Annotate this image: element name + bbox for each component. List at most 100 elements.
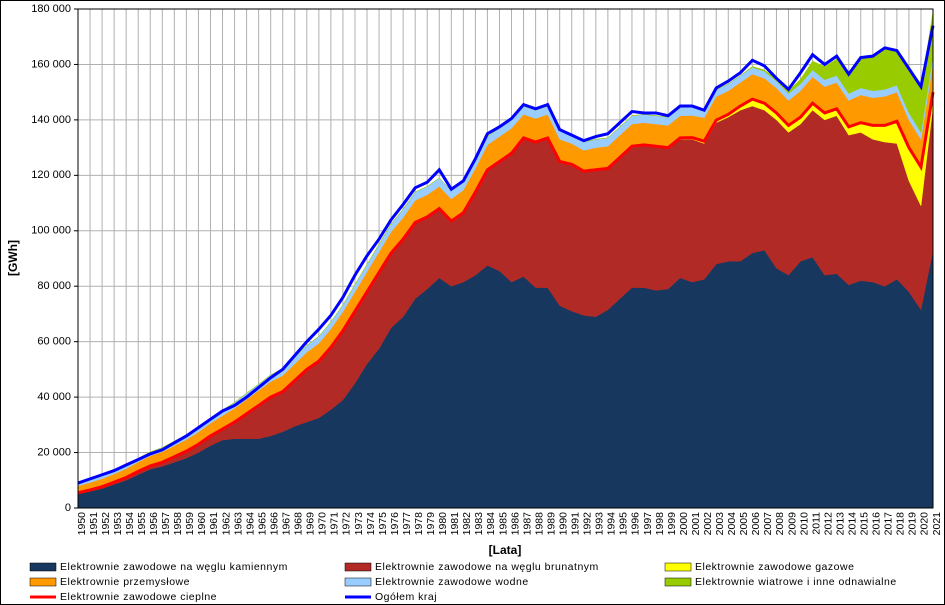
legend-swatch bbox=[664, 562, 692, 572]
x-tick-label: 1975 bbox=[377, 512, 389, 536]
x-tick-label: 1969 bbox=[305, 512, 317, 536]
x-tick-label: 1961 bbox=[208, 512, 220, 536]
x-tick-label: 1972 bbox=[341, 512, 353, 536]
x-tick-label: 1981 bbox=[449, 512, 461, 536]
legend-label: Elektrownie zawodowe gazowe bbox=[695, 561, 854, 573]
x-tick-label: 1974 bbox=[365, 512, 377, 536]
x-tick-label: 2006 bbox=[750, 512, 762, 536]
x-tick-label: 1978 bbox=[413, 512, 425, 536]
x-tick-label: 1982 bbox=[461, 512, 473, 536]
x-tick-label: 2017 bbox=[883, 512, 895, 536]
x-tick-label: 2014 bbox=[846, 512, 858, 536]
x-tick-label: 1955 bbox=[136, 512, 148, 536]
x-tick-label: 2003 bbox=[714, 512, 726, 536]
legend-label: Elektrownie zawodowe na węglu kamiennym bbox=[60, 561, 288, 573]
x-tick-label: 1987 bbox=[521, 512, 533, 536]
x-tick-label: 1957 bbox=[160, 512, 172, 536]
x-tick-label: 1989 bbox=[545, 512, 557, 536]
x-tick-label: 1976 bbox=[389, 512, 401, 536]
x-tick-label: 2012 bbox=[822, 512, 834, 536]
x-tick-label: 1999 bbox=[666, 512, 678, 536]
x-tick-label: 1960 bbox=[196, 512, 208, 536]
x-tick-label: 1996 bbox=[630, 512, 642, 536]
x-tick-label: 1997 bbox=[642, 512, 654, 536]
x-tick-label: 1967 bbox=[280, 512, 292, 536]
y-axis-title: [GWh] bbox=[6, 240, 20, 276]
x-tick-label: 1963 bbox=[232, 512, 244, 536]
x-tick-label: 2009 bbox=[786, 512, 798, 536]
x-tick-label: 1979 bbox=[425, 512, 437, 536]
legend-swatch bbox=[344, 562, 372, 572]
y-tick-label: 40 000 bbox=[37, 391, 71, 403]
x-tick-label: 1990 bbox=[557, 512, 569, 536]
legend-label: Elektrownie zawodowe na węglu brunatnym bbox=[375, 561, 599, 573]
y-tick-label: 60 000 bbox=[37, 336, 71, 348]
y-tick-label: 80 000 bbox=[37, 280, 71, 292]
legend-label: Elektrownie zawodowe wodne bbox=[375, 576, 529, 588]
x-tick-label: 1994 bbox=[606, 512, 618, 536]
x-tick-label: 2000 bbox=[678, 512, 690, 536]
x-tick-label: 1993 bbox=[594, 512, 606, 536]
legend-swatch bbox=[29, 577, 57, 587]
x-tick-label: 1950 bbox=[76, 512, 88, 536]
x-tick-label: 1965 bbox=[256, 512, 268, 536]
x-tick-label: 2008 bbox=[774, 512, 786, 536]
x-tick-label: 1956 bbox=[148, 512, 160, 536]
x-tick-label: 1952 bbox=[100, 512, 112, 536]
x-tick-label: 2004 bbox=[726, 512, 738, 536]
x-tick-label: 2001 bbox=[690, 512, 702, 536]
legend-swatch bbox=[344, 577, 372, 587]
x-tick-label: 2002 bbox=[702, 512, 714, 536]
x-tick-label: 1991 bbox=[570, 512, 582, 536]
x-tick-label: 1959 bbox=[184, 512, 196, 536]
y-tick-label: 20 000 bbox=[37, 446, 71, 458]
x-tick-label: 1977 bbox=[401, 512, 413, 536]
x-tick-label: 1962 bbox=[220, 512, 232, 536]
x-tick-label: 1954 bbox=[124, 512, 136, 536]
x-tick-label: 2007 bbox=[762, 512, 774, 536]
x-tick-label: 1983 bbox=[473, 512, 485, 536]
x-tick-label: 1958 bbox=[172, 512, 184, 536]
x-tick-label: 1953 bbox=[112, 512, 124, 536]
x-tick-label: 1966 bbox=[268, 512, 280, 536]
x-tick-label: 1992 bbox=[582, 512, 594, 536]
x-axis-title: [Lata] bbox=[489, 543, 522, 557]
x-tick-label: 2021 bbox=[931, 512, 943, 536]
x-tick-label: 1968 bbox=[293, 512, 305, 536]
line bbox=[77, 25, 935, 485]
legend-label: Elektrownie zawodowe cieplne bbox=[60, 591, 217, 603]
legend-swatch bbox=[29, 562, 57, 572]
x-tick-label: 2020 bbox=[919, 512, 931, 536]
x-tick-label: 1970 bbox=[317, 512, 329, 536]
x-tick-label: 2018 bbox=[895, 512, 907, 536]
x-tick-label: 1998 bbox=[654, 512, 666, 536]
x-tick-label: 2013 bbox=[834, 512, 846, 536]
x-tick-label: 1995 bbox=[618, 512, 630, 536]
x-tick-label: 1971 bbox=[329, 512, 341, 536]
line bbox=[77, 91, 935, 495]
y-tick-label: 0 bbox=[65, 502, 71, 514]
legend-label: Ogółem kraj bbox=[375, 591, 437, 603]
legend-label: Elektrownie przemysłowe bbox=[60, 576, 190, 588]
y-tick-label: 180 000 bbox=[31, 3, 71, 15]
legend-swatch bbox=[664, 577, 692, 587]
x-tick-label: 1980 bbox=[437, 512, 449, 536]
x-tick-label: 2015 bbox=[859, 512, 871, 536]
x-tick-label: 1984 bbox=[485, 512, 497, 536]
x-tick-label: 2010 bbox=[798, 512, 810, 536]
x-tick-label: 2019 bbox=[907, 512, 919, 536]
x-tick-label: 1973 bbox=[353, 512, 365, 536]
x-tick-label: 2011 bbox=[810, 512, 822, 535]
y-tick-label: 120 000 bbox=[31, 169, 71, 181]
y-tick-label: 140 000 bbox=[31, 114, 71, 126]
x-tick-label: 2005 bbox=[738, 512, 750, 536]
y-tick-label: 160 000 bbox=[31, 58, 71, 70]
y-tick-label: 100 000 bbox=[31, 225, 71, 237]
plot-border bbox=[77, 8, 934, 509]
legend-label: Elektrownie wiatrowe i inne odnawialne bbox=[695, 576, 897, 588]
x-tick-label: 1985 bbox=[497, 512, 509, 536]
x-tick-label: 1986 bbox=[509, 512, 521, 536]
x-tick-label: 1964 bbox=[244, 512, 256, 536]
x-tick-label: 1988 bbox=[533, 512, 545, 536]
